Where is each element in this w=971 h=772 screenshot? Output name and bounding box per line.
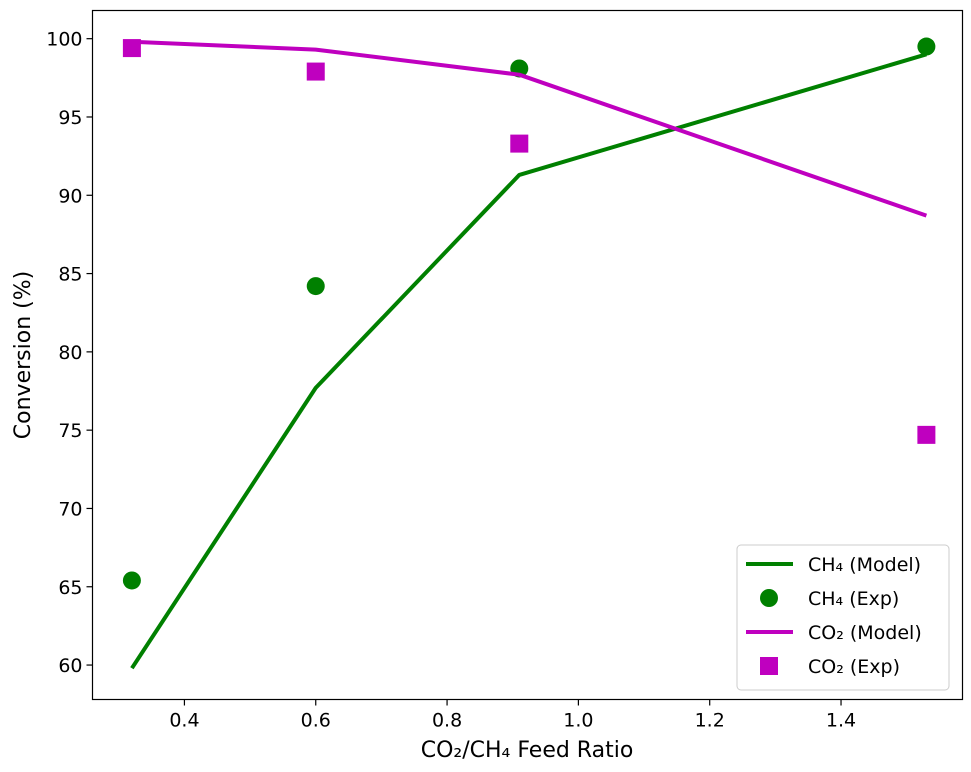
x-axis: 0.4 0.6 0.8 1.0 1.2 1.4: [169, 699, 856, 732]
y-tick-label: 80: [58, 342, 82, 364]
plot-area-frame: [91, 9, 964, 701]
y-tick-label: 75: [58, 420, 82, 442]
data-point-co-exp: [306, 62, 325, 81]
legend-label: CO₂ (Model): [808, 622, 922, 644]
x-axis-label: CO₂/CH₄ Feed Ratio: [421, 738, 634, 763]
data-point-ch-exp: [306, 277, 325, 296]
y-tick-label: 60: [58, 655, 82, 677]
y-tick-label: 70: [58, 498, 82, 520]
x-tick-label: 0.6: [301, 710, 331, 732]
legend-label: CH₄ (Exp): [808, 588, 899, 610]
y-tick-label: 90: [58, 185, 82, 207]
legend-swatch: [760, 657, 778, 675]
legend: CH₄ (Model) CH₄ (Exp) CO₂ (Model) CO₂ (Exp): [736, 544, 950, 691]
y-tick-label: 100: [46, 29, 82, 51]
y-axis-label: Conversion (%): [11, 271, 36, 439]
legend-swatch: [760, 589, 778, 607]
legend-label: CO₂ (Exp): [808, 656, 900, 678]
data-point-ch-exp: [917, 37, 936, 56]
x-tick-label: 1.4: [826, 710, 856, 732]
y-tick-label: 65: [58, 577, 82, 599]
data-point-ch-exp: [122, 571, 141, 590]
x-tick-label: 0.4: [169, 710, 199, 732]
data-point-co-exp: [510, 134, 529, 153]
series-line-co-model: [131, 39, 928, 218]
y-tick-label: 85: [58, 264, 82, 286]
y-tick-label: 95: [58, 107, 82, 129]
series-layer: [122, 37, 936, 670]
x-tick-label: 1.2: [695, 710, 725, 732]
legend-box: [736, 544, 950, 691]
legend-label: CH₄ (Model): [808, 554, 921, 576]
data-point-co-exp: [917, 425, 936, 444]
data-point-co-exp: [122, 39, 141, 58]
x-tick-label: 1.0: [563, 710, 593, 732]
series-line-ch-model: [130, 52, 927, 670]
y-axis: 60 65 70 75 80 85 90 95 100: [46, 29, 93, 677]
x-tick-label: 0.8: [432, 710, 462, 732]
